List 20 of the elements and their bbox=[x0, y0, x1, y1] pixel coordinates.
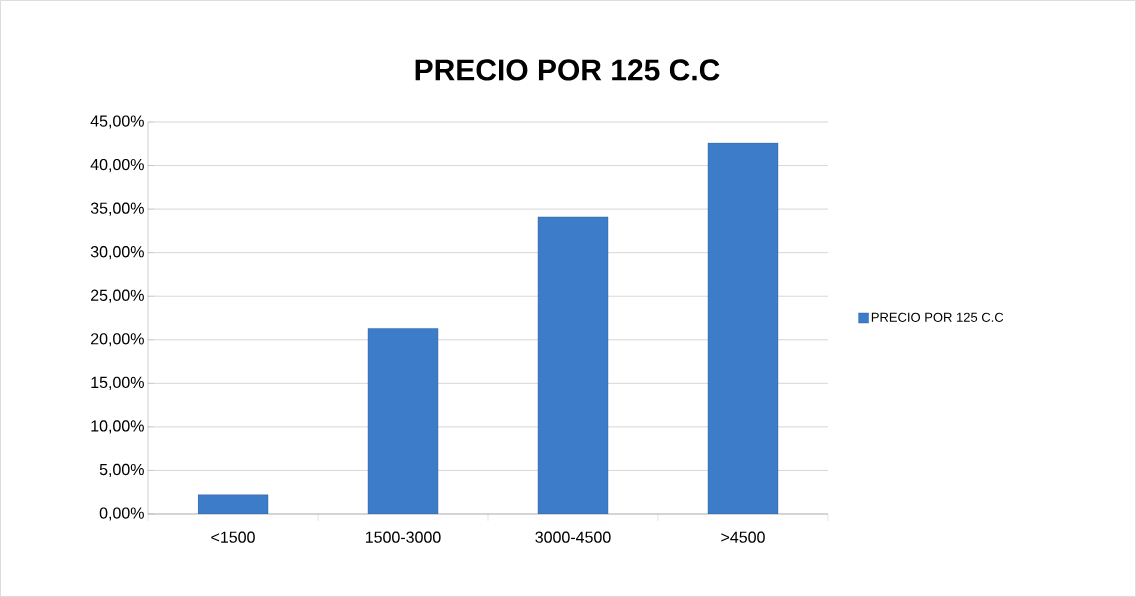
y-tick-label: 0,00% bbox=[99, 507, 144, 521]
y-tick-label: 15,00% bbox=[91, 376, 144, 390]
bar bbox=[537, 216, 609, 514]
y-tick-label: 35,00% bbox=[90, 202, 144, 216]
y-tick-label: 10,00% bbox=[91, 420, 144, 434]
x-tick-label: >4500 bbox=[721, 531, 765, 543]
chart-title: PRECIO POR 125 C.C bbox=[415, 59, 720, 81]
y-tick-label: 5,00% bbox=[99, 463, 144, 478]
bar bbox=[197, 494, 269, 514]
y-tick-label: 20,00% bbox=[91, 333, 144, 347]
x-tick-label: 3000-4500 bbox=[535, 531, 611, 543]
y-tick-label: 40,00% bbox=[90, 158, 144, 173]
x-tick-label: <1500 bbox=[211, 531, 255, 543]
x-tick-label: 1500-3000 bbox=[365, 531, 441, 543]
bar bbox=[367, 328, 439, 514]
bar bbox=[707, 142, 779, 514]
y-tick-label: 25,00% bbox=[91, 289, 144, 303]
y-tick-label: 45,00% bbox=[90, 115, 144, 129]
legend-label: PRECIO POR 125 C.C bbox=[871, 312, 1004, 322]
y-tick-label: 30,00% bbox=[90, 246, 144, 260]
